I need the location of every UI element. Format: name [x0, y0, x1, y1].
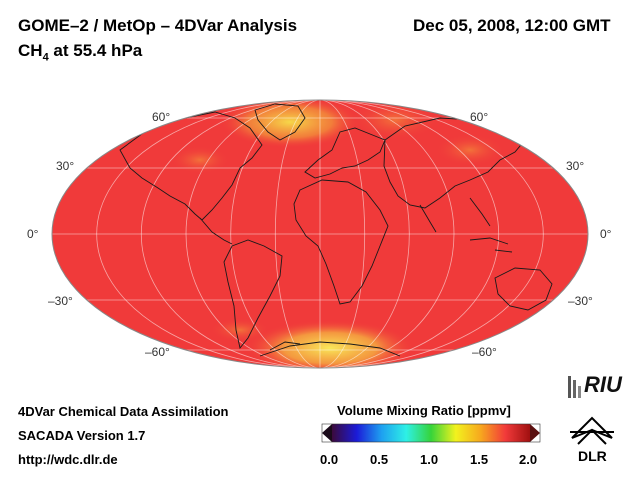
dlr-logo-mark [570, 416, 614, 445]
footer-url[interactable]: http://wdc.dlr.de [18, 452, 118, 467]
footer-line-1: 4DVar Chemical Data Assimilation [18, 404, 229, 419]
colorbar-max-arrow [530, 424, 540, 442]
riu-logo: RIU [584, 372, 622, 397]
lat-label-left-0: 0° [27, 227, 39, 241]
footer-line-2: SACADA Version 1.7 [18, 428, 146, 443]
colorbar-tick-4: 2.0 [519, 452, 538, 467]
map-outline [51, 99, 589, 369]
colorbar-tick-3: 1.5 [470, 452, 489, 467]
lat-label-left-30s: –30° [48, 294, 73, 308]
lat-label-left-60n: 60° [152, 110, 171, 124]
colorbar [321, 423, 541, 443]
lat-label-right-60s: –60° [472, 345, 497, 359]
colorbar-min-arrow [322, 424, 332, 442]
lat-label-right-30n: 30° [566, 159, 585, 173]
colorbar-tick-1: 0.5 [370, 452, 389, 467]
lat-label-left-30n: 30° [56, 159, 75, 173]
analysis-datetime: Dec 05, 2008, 12:00 GMT [413, 16, 611, 35]
dlr-logo: DLR [578, 448, 607, 464]
colorbar-title: Volume Mixing Ratio [ppmv] [337, 403, 511, 418]
species-label: CH4 at 55.4 hPa [18, 41, 143, 64]
colorbar-tick-2: 1.0 [420, 452, 439, 467]
colorbar-gradient [332, 424, 530, 442]
coastlines [119, 103, 553, 357]
lat-label-right-60n: 60° [470, 110, 489, 124]
lat-label-right-30s: –30° [568, 294, 593, 308]
riu-logo-mark [568, 376, 581, 398]
lat-label-right-0: 0° [600, 227, 612, 241]
colorbar-tick-0: 0.0 [320, 452, 339, 467]
map-title: GOME–2 / MetOp – 4DVar Analysis [18, 16, 298, 35]
lat-label-left-60s: –60° [145, 345, 170, 359]
